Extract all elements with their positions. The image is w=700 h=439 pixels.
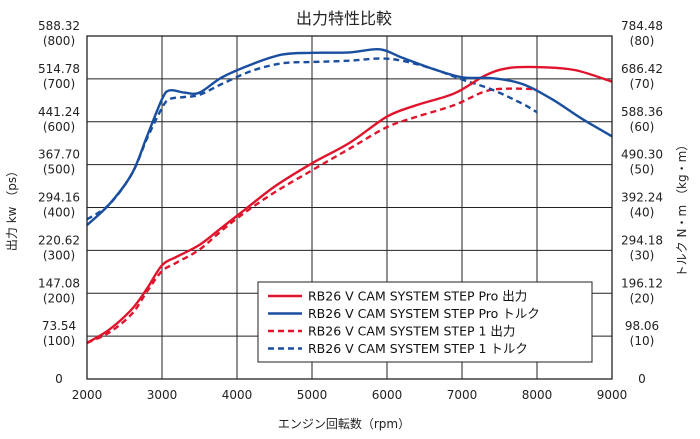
left-tick-kw: 294.16 — [38, 191, 80, 205]
right-tick-kgm: (10) — [630, 334, 655, 348]
left-tick-kw: 441.24 — [38, 105, 80, 119]
x-tick-label: 2000 — [72, 388, 103, 402]
right-tick-nm: 490.30 — [621, 148, 663, 162]
right-tick-nm: 0 — [638, 372, 646, 386]
x-tick-label: 4000 — [222, 388, 253, 402]
x-tick-label: 5000 — [297, 388, 328, 402]
left-tick-ps: (100) — [43, 334, 75, 348]
left-tick-ps: (600) — [43, 120, 75, 134]
x-tick-label: 6000 — [372, 388, 403, 402]
series-line-0 — [86, 65, 613, 344]
left-tick-kw: 588.32 — [38, 19, 80, 33]
right-tick-nm: 98.06 — [625, 319, 659, 333]
chart-title: 出力特性比較 — [296, 9, 392, 28]
series-line-1 — [86, 47, 613, 226]
plot-frame — [86, 35, 613, 380]
right-tick-kgm: (30) — [630, 248, 655, 262]
right-tick-kgm: (50) — [630, 163, 655, 177]
left-tick-ps: (400) — [43, 206, 75, 220]
left-tick-ps: (500) — [43, 163, 75, 177]
left-tick-kw: 73.54 — [42, 319, 76, 333]
legend-label: RB26 V CAM SYSTEM STEP Pro 出力 — [308, 289, 527, 304]
legend: RB26 V CAM SYSTEM STEP Pro 出力 RB26 V CAM … — [257, 281, 593, 363]
left-tick-kw: 0 — [55, 372, 63, 386]
right-tick-nm: 588.36 — [621, 105, 663, 119]
left-tick-kw: 367.70 — [38, 148, 80, 162]
right-tick-kgm: (60) — [630, 120, 655, 134]
right-tick-nm: 196.12 — [621, 276, 663, 290]
left-tick-kw: 514.78 — [38, 62, 80, 76]
legend-label: RB26 V CAM SYSTEM STEP 1 トルク — [308, 341, 528, 356]
x-axis-title: エンジン回転数（rpm） — [278, 416, 410, 431]
right-tick-nm: 686.42 — [621, 62, 663, 76]
left-tick-kw: 147.08 — [38, 276, 80, 290]
right-tick-kgm: (80) — [630, 34, 655, 48]
y-axis-left-title: 出力 kw （ps） — [5, 165, 19, 251]
legend-label: RB26 V CAM SYSTEM STEP 1 出力 — [308, 324, 515, 339]
right-tick-nm: 294.18 — [621, 233, 663, 247]
legend-box — [257, 281, 593, 363]
x-tick-label: 9000 — [597, 388, 628, 402]
y-axis-right-title: トルク N・m （kg・m） — [675, 139, 689, 278]
left-tick-ps: (200) — [43, 291, 75, 305]
left-tick-ps: (700) — [43, 77, 75, 91]
legend-label: RB26 V CAM SYSTEM STEP Pro トルク — [308, 306, 540, 321]
right-tick-kgm: (40) — [630, 206, 655, 220]
x-tick-label: 8000 — [522, 388, 553, 402]
x-tick-label: 3000 — [147, 388, 178, 402]
right-tick-kgm: (20) — [630, 291, 655, 305]
series-lines — [86, 47, 613, 344]
left-tick-ps: (300) — [43, 248, 75, 262]
left-tick-kw: 220.62 — [38, 233, 80, 247]
right-tick-nm: 392.24 — [621, 191, 663, 205]
right-tick-nm: 784.48 — [621, 19, 663, 33]
left-tick-ps: (800) — [43, 34, 75, 48]
ticks: 073.54(100)147.08(200)220.62(300)294.16(… — [38, 19, 663, 402]
right-tick-kgm: (70) — [630, 77, 655, 91]
series-line-2 — [86, 87, 538, 344]
x-tick-label: 7000 — [447, 388, 478, 402]
series-line-3 — [86, 57, 538, 221]
